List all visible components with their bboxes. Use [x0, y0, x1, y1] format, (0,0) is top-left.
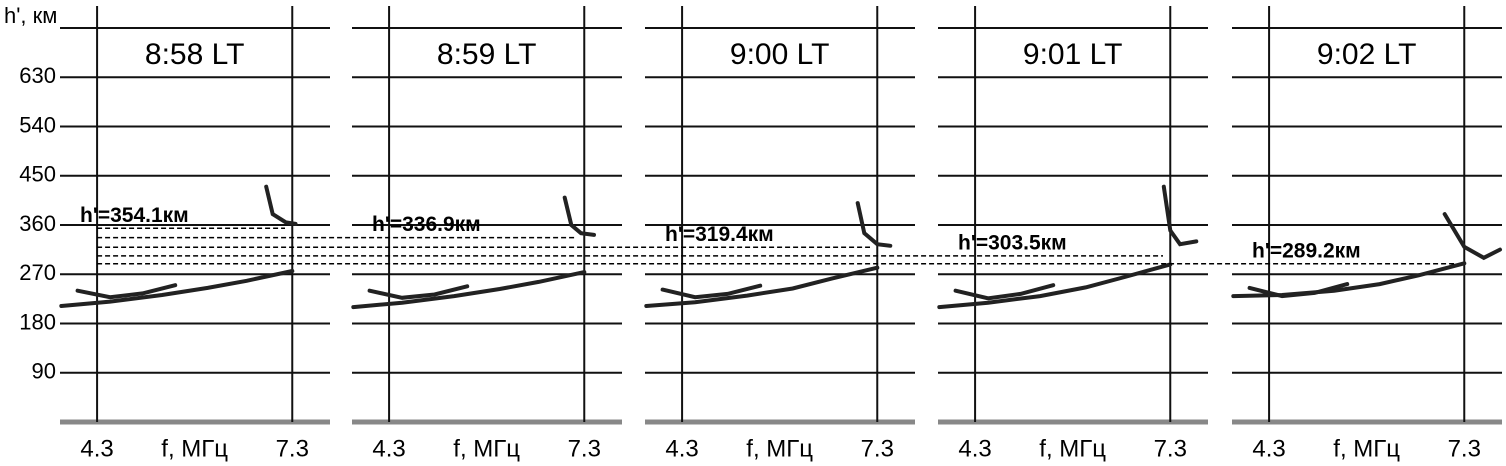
x-tick-label: 4.3: [665, 435, 698, 462]
y-tick-label: 450: [19, 162, 56, 187]
height-annotation: h'=319.4км: [665, 223, 774, 246]
ionogram-trace: [1247, 282, 1350, 299]
ionogram-trace: [367, 284, 470, 300]
panel-title: 8:58 LT: [145, 38, 245, 71]
y-tick-label: 270: [19, 260, 56, 285]
title-background: [702, 36, 858, 74]
x-tick-label: 7.3: [861, 435, 894, 462]
ionogram-trace: [937, 262, 1173, 310]
title-background: [1289, 36, 1445, 74]
x-tick-label: 7.3: [1448, 435, 1481, 462]
y-axis-label: h', км: [4, 3, 57, 28]
height-annotation: h'=289.2км: [1252, 239, 1361, 262]
ionogram-trace: [644, 265, 880, 308]
ionogram-trace: [855, 201, 893, 248]
panel-title: 9:02 LT: [1317, 38, 1417, 71]
title-background: [117, 36, 273, 74]
panel-title: 9:01 LT: [1023, 38, 1123, 71]
x-axis-label: f, МГц: [1039, 435, 1106, 462]
y-tick-label: 90: [32, 359, 56, 384]
panel-title: 9:00 LT: [730, 38, 830, 71]
height-annotation: h'=336.9км: [372, 213, 481, 236]
y-tick-label: 180: [19, 309, 56, 334]
ionogram-trace: [59, 269, 295, 308]
x-tick-label: 4.3: [1252, 435, 1285, 462]
height-annotation: h'=303.5км: [958, 231, 1067, 254]
ionogram-trace: [660, 283, 763, 300]
x-tick-label: 7.3: [276, 435, 309, 462]
height-annotation: h'=354.1км: [80, 204, 189, 227]
x-tick-label: 7.3: [568, 435, 601, 462]
title-background: [995, 36, 1151, 74]
y-tick-label: 360: [19, 211, 56, 236]
title-background: [409, 36, 565, 74]
x-axis-label: f, МГц: [746, 435, 813, 462]
x-axis-label: f, МГц: [453, 435, 520, 462]
x-tick-label: 7.3: [1154, 435, 1187, 462]
ionogram-trace: [562, 195, 596, 237]
x-tick-label: 4.3: [958, 435, 991, 462]
x-axis-label: f, МГц: [1333, 435, 1400, 462]
y-tick-label: 540: [19, 112, 56, 137]
ionogram-trace: [1161, 184, 1199, 247]
ionogram-trace: [264, 184, 298, 226]
x-tick-label: 4.3: [372, 435, 405, 462]
x-axis-label: f, МГц: [161, 435, 228, 462]
ionogram-trace: [1442, 212, 1502, 261]
ionogram-trace: [75, 283, 178, 300]
ionogram-trace: [351, 270, 587, 310]
ionogram-trace: [953, 283, 1056, 301]
panel-title: 8:59 LT: [437, 38, 537, 71]
y-tick-label: 630: [19, 63, 56, 88]
x-tick-label: 4.3: [80, 435, 113, 462]
